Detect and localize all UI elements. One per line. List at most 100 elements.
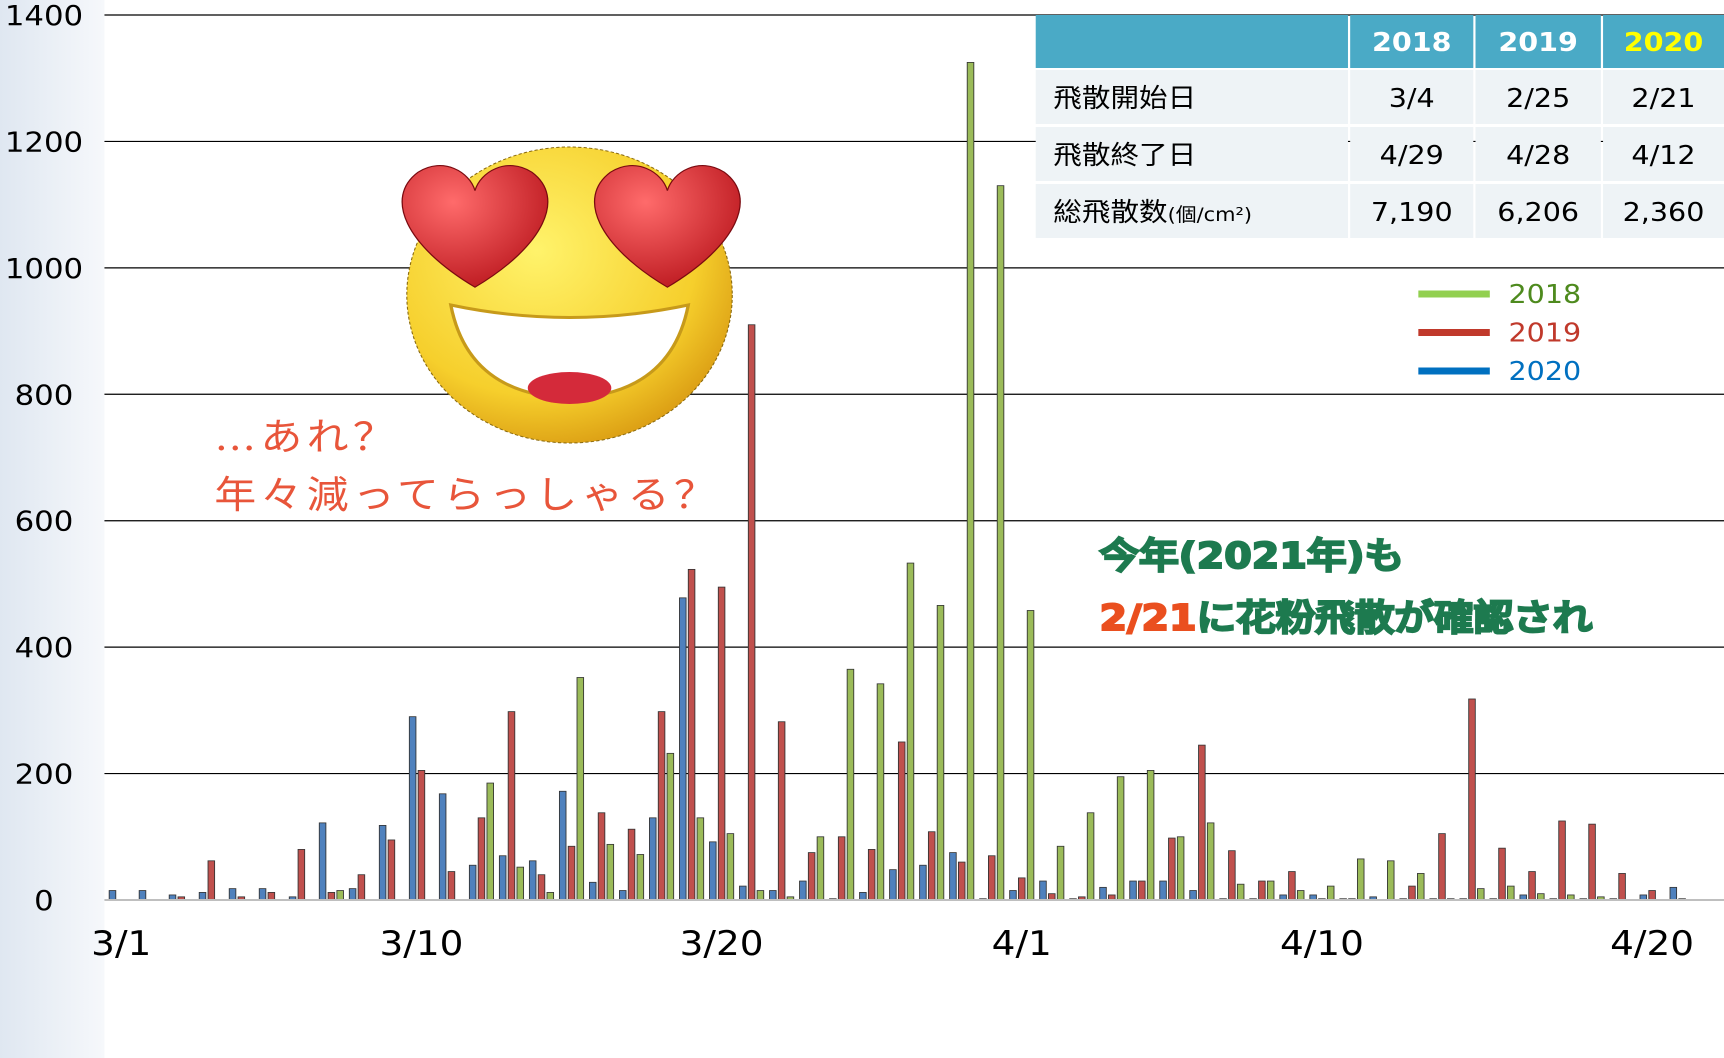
- bar: [1177, 837, 1184, 900]
- bar: [619, 891, 626, 900]
- bar: [847, 669, 854, 900]
- bar: [1229, 851, 1236, 900]
- bar: [817, 837, 824, 900]
- bar: [1169, 838, 1176, 900]
- bar: [1357, 859, 1364, 900]
- bar: [418, 770, 425, 900]
- bar: [1409, 886, 1416, 900]
- x-tick-label: 3/10: [379, 925, 463, 964]
- bar: [958, 862, 965, 900]
- bar: [1100, 887, 1107, 900]
- bar: [1499, 848, 1506, 900]
- bar: [547, 892, 554, 900]
- bar: [208, 861, 215, 900]
- bar: [139, 891, 146, 900]
- bar: [838, 837, 845, 900]
- bar: [808, 853, 815, 900]
- highlight-date: 2/21: [1099, 597, 1196, 639]
- bar: [1559, 821, 1566, 900]
- bar: [800, 881, 807, 900]
- bar: [877, 684, 884, 900]
- x-tick-label: 4/1: [992, 925, 1052, 964]
- bar: [658, 712, 665, 900]
- bar: [109, 891, 116, 900]
- bar: [568, 846, 575, 900]
- bar: [379, 825, 386, 900]
- bar: [448, 872, 455, 900]
- table-value: 2/25: [1506, 84, 1570, 113]
- bar: [508, 712, 515, 900]
- bar: [667, 753, 674, 900]
- bar: [559, 791, 566, 900]
- bar: [1010, 891, 1017, 900]
- table-value: 3/4: [1389, 84, 1435, 113]
- bar: [679, 598, 686, 900]
- table-header: 2019: [1498, 28, 1578, 57]
- bar: [860, 892, 867, 900]
- bar: [1040, 881, 1047, 900]
- bar: [337, 891, 344, 900]
- note-line: …あれ？: [214, 416, 399, 460]
- bar: [688, 569, 695, 900]
- bar: [967, 62, 974, 900]
- bar: [328, 892, 335, 900]
- legend-label: 2019: [1509, 319, 1582, 348]
- legend-label: 2020: [1509, 357, 1582, 386]
- bar: [988, 856, 995, 900]
- row-label: 総飛散数(個/cm²): [1053, 198, 1252, 227]
- bar: [718, 587, 725, 900]
- bar: [1387, 861, 1394, 900]
- bar: [349, 889, 356, 900]
- bar: [1130, 881, 1137, 900]
- table-header: 2020: [1624, 28, 1704, 57]
- highlight-text: 今年(2021年)も: [1099, 535, 1404, 577]
- table: 2018 2019 2020 飛散開始日3/42/252/21飛散終了日4/29…: [1036, 15, 1724, 238]
- bar: [1297, 891, 1304, 900]
- bar: [388, 840, 395, 900]
- table-value: 4/12: [1631, 141, 1695, 170]
- bar: [770, 891, 777, 900]
- bar: [1018, 878, 1025, 900]
- bar: [607, 844, 614, 900]
- bar: [649, 818, 656, 900]
- bar: [1160, 881, 1167, 900]
- bar: [1207, 823, 1214, 900]
- table-value: 7,190: [1371, 198, 1453, 227]
- bar: [577, 677, 584, 900]
- bar: [920, 865, 927, 900]
- bar: [229, 889, 236, 900]
- table-value: 2,360: [1623, 198, 1705, 227]
- bar: [478, 818, 485, 900]
- row-label: 飛散終了日: [1053, 141, 1196, 170]
- bar: [950, 853, 957, 900]
- y-tick-label: 600: [15, 505, 74, 537]
- bar: [589, 882, 596, 900]
- highlight-rest: に花粉飛散が確認され: [1197, 597, 1593, 639]
- bar: [598, 813, 605, 900]
- bar: [499, 856, 506, 900]
- table-value: 2/21: [1631, 84, 1695, 113]
- bar: [1117, 777, 1124, 900]
- table-value: 4/29: [1380, 141, 1444, 170]
- bar: [937, 605, 944, 900]
- bar: [1139, 881, 1146, 900]
- y-tick-label: 0: [34, 884, 54, 916]
- bar: [1190, 891, 1197, 900]
- bar: [1087, 813, 1094, 900]
- bar: [778, 722, 785, 900]
- y-tick-label: 1400: [5, 0, 83, 32]
- bar: [898, 742, 905, 900]
- bar: [1147, 770, 1154, 900]
- legend-label: 2018: [1509, 280, 1582, 309]
- bar: [890, 870, 897, 900]
- x-tick-label: 3/1: [91, 925, 151, 964]
- bar: [748, 325, 755, 900]
- bar: [740, 886, 747, 900]
- row-label-text: 飛散開始日: [1053, 84, 1196, 113]
- bar: [1589, 824, 1596, 900]
- bar: [1417, 873, 1424, 900]
- bar: [1477, 889, 1484, 900]
- y-tick-label: 200: [15, 758, 74, 790]
- y-tick-label: 400: [15, 631, 74, 663]
